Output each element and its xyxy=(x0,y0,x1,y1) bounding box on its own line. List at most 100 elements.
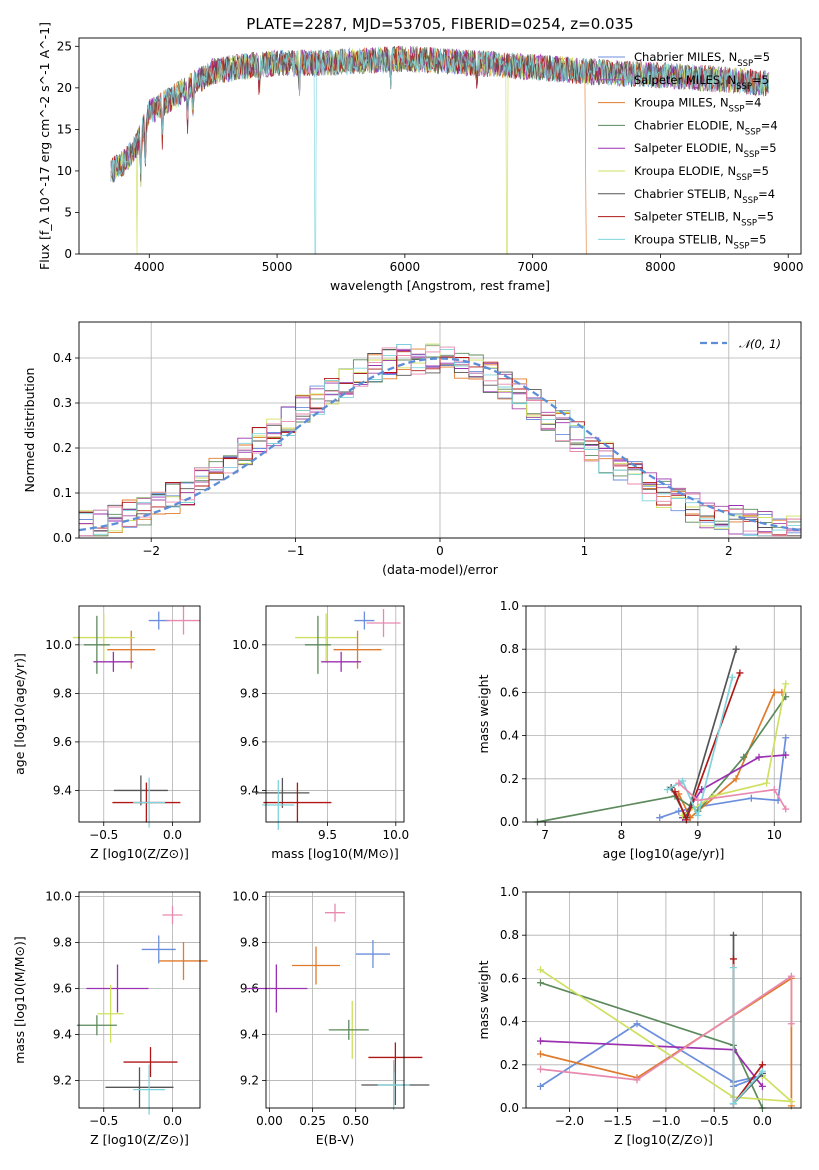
x-tick-label: −1.0 xyxy=(651,1114,680,1128)
data-point xyxy=(105,1067,174,1108)
y-tick-label: 0.8 xyxy=(500,928,519,942)
series-line xyxy=(540,969,794,1103)
series-marker xyxy=(728,673,736,681)
series-marker xyxy=(782,751,790,759)
y-tick-label: 9.8 xyxy=(53,686,72,700)
data-point xyxy=(141,935,176,964)
data-point xyxy=(83,615,110,674)
data-point xyxy=(292,946,341,985)
x-axis-label: Z [log10(Z/Z⊙)] xyxy=(90,846,189,861)
series-marker xyxy=(694,796,702,804)
x-tick-label: 0.00 xyxy=(256,1114,283,1128)
y-tick-label: 25 xyxy=(57,39,72,53)
data-point xyxy=(354,611,375,630)
series-marker xyxy=(758,1061,766,1069)
y-tick-label: 0.2 xyxy=(500,772,519,786)
x-axis-label: E(B-V) xyxy=(316,1132,355,1147)
x-axis-label: Z [log10(Z/Z⊙)] xyxy=(614,1132,713,1147)
series-marker xyxy=(770,786,778,794)
x-tick-label: 8 xyxy=(618,828,626,842)
y-tick-label: 9.8 xyxy=(53,936,72,950)
data-point xyxy=(255,777,310,808)
y-tick-label: 0.3 xyxy=(53,396,72,410)
y-axis-label: Normed distribution xyxy=(22,368,37,493)
data-point xyxy=(133,1064,166,1115)
x-tick-label: 2 xyxy=(725,544,733,558)
y-tick-label: 9.4 xyxy=(240,783,259,797)
y-axis-label: mass [log10(M/M⊙)] xyxy=(12,936,27,1064)
y-tick-label: 0.4 xyxy=(500,729,519,743)
axes-frame xyxy=(78,605,201,823)
plots-layer: 4000 5000 6000 7000 8000 90000510152025wavele… xyxy=(12,22,803,1147)
axes-mass_weight_vs_Z: −2.0 −1.5 −1.0 −0.5 0.0 0.0 0.2 0.4 0.6 0.8 1.0 Z [… xyxy=(476,885,801,1147)
legend-label: Kroupa ELODIE, NSSP=5 xyxy=(634,164,769,183)
figure-title: PLATE=2287, MJD=53705, FIBERID=0254, z=0… xyxy=(246,15,633,33)
y-tick-label: 20 xyxy=(57,81,72,95)
data-point xyxy=(148,611,169,630)
series-marker xyxy=(732,645,740,653)
spectrum-line xyxy=(110,46,770,255)
x-axis-label: age [log10(age/yr)] xyxy=(603,846,725,861)
series-marker xyxy=(656,814,664,822)
y-tick-label: 0.0 xyxy=(53,531,72,545)
axes-frame xyxy=(78,321,802,539)
data-point xyxy=(123,1047,178,1078)
legend-label: 𝒩(0, 1) xyxy=(739,337,781,351)
normal-curve xyxy=(78,357,802,532)
y-tick-label: 9.8 xyxy=(240,686,259,700)
y-tick-label: 10.0 xyxy=(232,890,259,904)
y-tick-label: 9.2 xyxy=(53,1073,72,1087)
series-marker xyxy=(633,1020,641,1028)
x-tick-label: 8000 xyxy=(645,260,676,274)
data-point xyxy=(86,964,149,1013)
y-tick-label: 5 xyxy=(64,205,72,219)
data-point xyxy=(245,964,308,1013)
series-line xyxy=(537,696,787,823)
x-tick-label: 0.0 xyxy=(753,1114,772,1128)
series-marker xyxy=(782,805,790,813)
y-axis-label: age [log10(age/yr)] xyxy=(12,653,27,775)
data-point xyxy=(93,651,134,672)
axes-spectrum: 4000 5000 6000 7000 8000 9000 0 5 10 15 20 25 wavele… xyxy=(37,22,803,293)
y-axis-label: Flux [f_λ 10^-17 erg cm^-2 s^-1 A^-1] xyxy=(37,22,52,270)
x-tick-label: 5000 xyxy=(262,260,293,274)
x-tick-label: −1 xyxy=(287,544,305,558)
y-tick-label: 9.2 xyxy=(240,1073,259,1087)
x-tick-label: −1.5 xyxy=(603,1114,632,1128)
series-marker xyxy=(758,1082,766,1090)
series-marker xyxy=(770,688,778,696)
data-point xyxy=(321,651,362,672)
axes-frame xyxy=(78,891,201,1109)
series-line xyxy=(678,782,787,810)
y-tick-label: 1.0 xyxy=(500,885,519,899)
data-point xyxy=(325,903,345,922)
y-tick-label: 9.6 xyxy=(53,982,72,996)
y-tick-label: 0.6 xyxy=(500,971,519,985)
x-tick-label: −0.5 xyxy=(89,828,118,842)
y-tick-label: 0.6 xyxy=(500,685,519,699)
series-marker xyxy=(536,1037,544,1045)
data-point xyxy=(72,613,135,662)
data-point xyxy=(366,608,401,637)
y-tick-label: 0.1 xyxy=(53,486,72,500)
x-tick-label: 1 xyxy=(581,544,589,558)
series-line xyxy=(659,737,787,819)
x-axis-label: Z [log10(Z/Z⊙)] xyxy=(90,1132,189,1147)
series-marker xyxy=(675,779,683,787)
series-marker xyxy=(782,734,790,742)
y-tick-label: 0.4 xyxy=(53,351,72,365)
x-tick-label: 0.50 xyxy=(342,1114,369,1128)
y-tick-label: 0.2 xyxy=(53,441,72,455)
data-point xyxy=(295,613,358,662)
data-point xyxy=(166,606,201,635)
series-marker xyxy=(758,1067,766,1075)
axes-frame xyxy=(265,605,405,823)
data-point xyxy=(355,940,390,969)
y-tick-label: 9.4 xyxy=(53,783,72,797)
series-marker xyxy=(694,812,702,820)
y-tick-label: 9.6 xyxy=(53,735,72,749)
legend-label: Salpeter ELODIE, NSSP=5 xyxy=(634,141,777,160)
series-marker xyxy=(679,777,687,785)
legend-label: Salpeter STELIB, NSSP=5 xyxy=(634,210,774,229)
